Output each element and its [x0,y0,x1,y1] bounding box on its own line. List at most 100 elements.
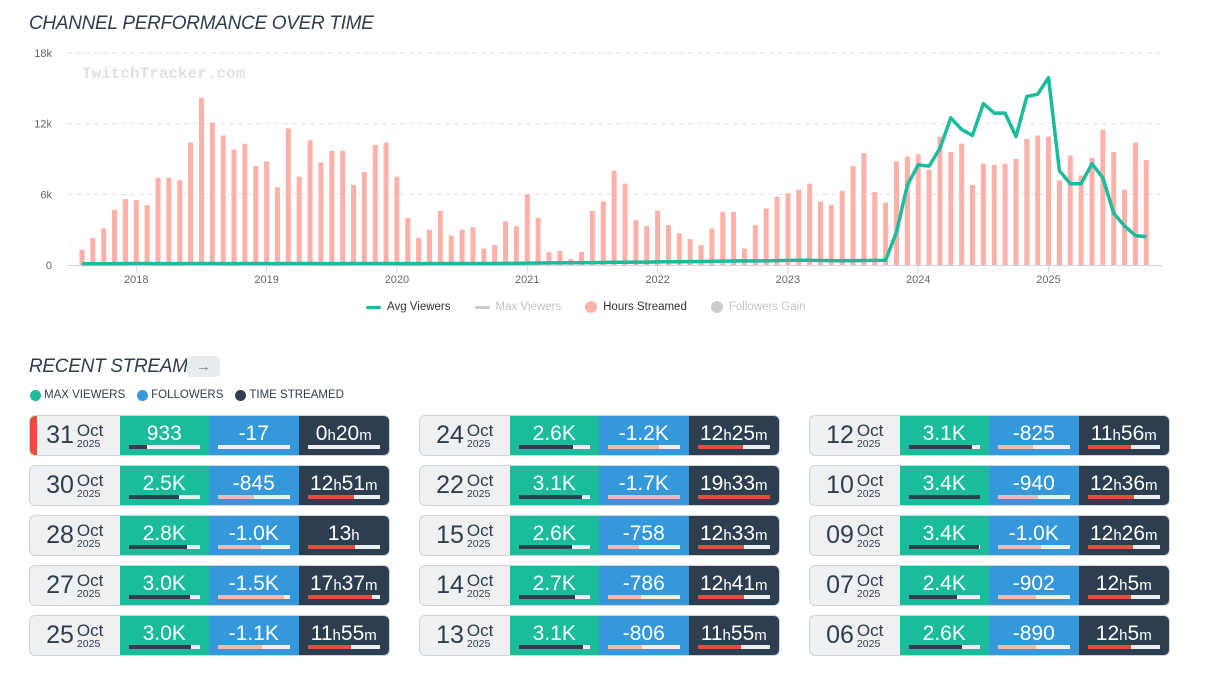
legend-max-viewers: MAX VIEWERS [30,389,125,401]
max-viewers-cell: 3.0K [119,616,209,655]
bar-hours-streamed [1056,180,1062,265]
stream-card[interactable]: 07 Oct 2025 2.4K -902 12h5m [809,565,1170,606]
performance-chart: 0 6k 12k 18k TwitchTracker.com 2018 2019 2020 20… [34,48,1163,286]
stream-day: 15 [436,521,464,549]
stream-card[interactable]: 13 Oct 2025 3.1K -806 11h55m [419,615,780,656]
time-streamed-value: 12h36m [1089,472,1158,495]
followers-value: -806 [622,622,665,645]
time-streamed-bar [697,445,770,449]
time-streamed-bar [697,545,770,549]
time-streamed-value: 12h26m [1089,522,1158,545]
followers-bar [608,595,680,599]
legend-item-max-viewers[interactable]: Max Viewers [474,301,561,313]
stream-card[interactable]: 30 Oct 2025 2.5K -845 12h51m [29,465,390,506]
followers-value: -17 [238,422,269,445]
bar-hours-streamed [1024,138,1030,265]
bar-hours-streamed [894,161,899,265]
stream-card[interactable]: 28 Oct 2025 2.8K -1.0K 13h [29,515,390,556]
max-viewers-value: 3.4K [922,522,966,545]
bar-hours-streamed [513,226,519,265]
stream-day: 07 [826,571,854,599]
time-streamed-bar [1087,595,1160,599]
recent-streams-title: RECENT STREAMS [29,356,201,377]
followers-value: -1.1K [228,622,279,645]
legend-time-streamed: TIME STREAMED [235,389,344,401]
time-streamed-value: 12h33m [699,522,768,545]
stream-card[interactable]: 24 Oct 2025 2.6K -1.2K 12h25m [419,415,780,456]
bar-hours-streamed [676,233,682,265]
stream-card[interactable]: 14 Oct 2025 2.7K -786 12h41m [419,565,780,606]
max-viewers-cell: 3.0K [119,566,209,605]
max-viewers-value: 3.0K [142,572,186,595]
bar-hours-streamed [242,143,248,265]
stream-month: Oct [856,470,884,490]
stream-month: Oct [76,620,104,640]
stream-card[interactable]: 25 Oct 2025 3.0K -1.1K 11h55m [29,615,390,656]
max-viewers-value: 2.6K [922,622,966,645]
time-streamed-value: 12h51m [309,472,378,495]
bar-hours-streamed [416,237,422,265]
stream-card[interactable]: 15 Oct 2025 2.6K -758 12h33m [419,515,780,556]
bar-hours-streamed [546,252,552,265]
bar-hours-streamed [231,149,237,265]
bar-hours-streamed [948,151,954,265]
bar-hours-streamed [970,184,976,265]
stream-month: Oct [76,420,104,440]
time-streamed-value: 19h33m [699,472,768,495]
max-viewers-value: 2.4K [922,572,966,595]
stream-month: Oct [856,520,884,540]
bar-hours-streamed [144,204,150,265]
max-viewers-cell: 2.7K [509,566,599,605]
stream-month: Oct [76,520,104,540]
max-viewers-bar [128,545,200,549]
followers-bar [218,545,290,549]
followers-cell: -806 [599,616,689,655]
stream-year: 2025 [466,587,491,600]
legend-item-followers-gain[interactable]: Followers Gain [710,301,806,313]
bar-hours-streamed [763,208,769,265]
bar-hours-streamed [427,229,433,265]
bar-hours-streamed [687,239,693,265]
bar-hours-streamed [1002,163,1008,265]
time-streamed-cell: 12h33m [688,516,779,555]
bar-hours-streamed [274,187,280,265]
legend-item-hours-streamed[interactable]: Hours Streamed [585,301,687,313]
bar-hours-streamed [351,184,356,265]
max-viewers-value: 3.4K [922,472,966,495]
time-streamed-bar [1087,495,1160,499]
bar-hours-streamed [437,210,443,265]
stream-card[interactable]: 31 Oct 2025 933 -17 0h20m [29,415,390,456]
followers-cell: -825 [989,416,1079,455]
bar-hours-streamed [752,224,758,265]
y-tick-label: 12k [34,119,52,131]
stream-month: Oct [856,620,884,640]
bar-hours-streamed [448,235,454,265]
stream-year: 2025 [76,637,101,650]
stream-card[interactable]: 12 Oct 2025 3.1K -825 11h56m [809,415,1170,456]
stream-date: 07 Oct 2025 [810,566,900,605]
stream-month: Oct [76,470,104,490]
time-streamed-cell: 0h20m [298,416,389,455]
arrow-right-icon: → [196,358,211,375]
max-viewers-bar [518,645,590,649]
bar-hours-streamed [741,248,747,265]
time-streamed-bar [1087,545,1160,549]
stream-date: 30 Oct 2025 [30,466,120,505]
stream-month: Oct [466,420,494,440]
stream-card[interactable]: 10 Oct 2025 3.4K -940 12h36m [809,465,1170,506]
recent-streams-grid: 31 Oct 2025 933 -17 0h20m 24 Oct 2025 2.6K -1.2K 12… [29,415,1170,656]
max-viewers-value: 2.6K [532,422,576,445]
followers-cell: -845 [209,466,299,505]
stream-card[interactable]: 09 Oct 2025 3.4K -1.0K 12h26m [809,515,1170,556]
legend-item-avg-viewers[interactable]: Avg Viewers [366,301,451,313]
bar-hours-streamed [774,196,780,265]
recent-streams-arrow-button[interactable]: → [187,356,220,377]
stream-card[interactable]: 27 Oct 2025 3.0K -1.5K 17h37m [29,565,390,606]
legend-label: MAX VIEWERS [44,389,126,401]
bar-hours-streamed [709,228,715,265]
watermark: TwitchTracker.com [82,65,246,83]
y-tick-label: 18k [34,48,52,60]
max-viewers-value: 933 [146,422,182,445]
stream-card[interactable]: 22 Oct 2025 3.1K -1.7K 19h33m [419,465,780,506]
stream-card[interactable]: 06 Oct 2025 2.6K -890 12h5m [809,615,1170,656]
